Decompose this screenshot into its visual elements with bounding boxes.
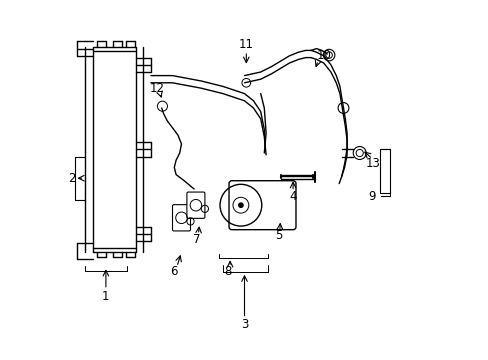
Text: 3: 3 <box>240 318 248 330</box>
Text: 11: 11 <box>238 39 253 51</box>
Text: 4: 4 <box>289 190 296 203</box>
Text: 5: 5 <box>274 229 282 242</box>
Text: 1: 1 <box>102 291 109 303</box>
FancyBboxPatch shape <box>228 181 295 230</box>
Text: 13: 13 <box>365 157 379 170</box>
Circle shape <box>238 203 243 207</box>
FancyBboxPatch shape <box>172 204 190 231</box>
Text: 8: 8 <box>224 265 231 278</box>
FancyBboxPatch shape <box>186 192 204 218</box>
Text: 2: 2 <box>68 172 75 185</box>
Text: 10: 10 <box>316 49 330 62</box>
Text: 9: 9 <box>367 190 375 203</box>
Text: 7: 7 <box>193 233 200 246</box>
Text: 12: 12 <box>150 82 164 95</box>
Text: 6: 6 <box>170 265 178 278</box>
